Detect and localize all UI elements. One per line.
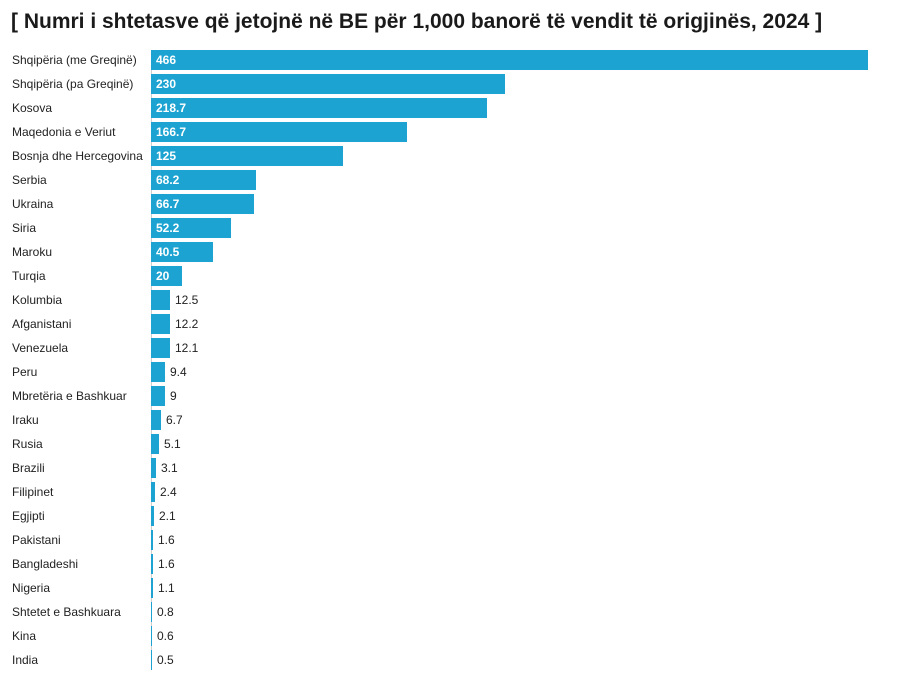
category-label: Bosnja dhe Hercegovina	[12, 149, 143, 163]
bar	[151, 338, 170, 358]
value-label: 40.5	[156, 245, 180, 259]
category-label: Siria	[12, 221, 37, 235]
category-label: Turqia	[12, 269, 46, 283]
category-label: Peru	[12, 365, 38, 379]
category-label: India	[12, 653, 39, 667]
category-label: Maroku	[12, 245, 53, 259]
value-label: 5.1	[164, 437, 181, 451]
bar	[151, 530, 153, 550]
category-label: Kina	[12, 629, 37, 643]
value-label: 68.2	[156, 173, 180, 187]
category-label: Kosova	[12, 101, 53, 115]
y-axis-baseline	[151, 50, 152, 670]
value-label: 466	[156, 53, 177, 67]
category-label: Pakistani	[12, 533, 61, 547]
value-label: 12.2	[175, 317, 199, 331]
value-label: 12.1	[175, 341, 199, 355]
value-label: 1.6	[158, 533, 175, 547]
category-label: Venezuela	[12, 341, 69, 355]
category-label: Shqipëria (me Greqinë)	[12, 53, 137, 67]
category-label: Bangladeshi	[12, 557, 79, 571]
category-label: Mbretëria e Bashkuar	[12, 389, 127, 403]
category-label: Shtetet e Bashkuara	[12, 605, 121, 619]
bar	[151, 578, 153, 598]
value-label: 218.7	[156, 101, 187, 115]
value-label: 0.5	[157, 653, 174, 667]
bar	[151, 506, 154, 526]
bar	[151, 170, 256, 190]
category-label: Kolumbia	[12, 293, 63, 307]
category-label: Egjipti	[12, 509, 45, 523]
value-label: 2.4	[160, 485, 177, 499]
bar	[151, 242, 213, 262]
category-label: Nigeria	[12, 581, 51, 595]
bar	[151, 458, 156, 478]
value-label: 6.7	[166, 413, 183, 427]
value-label: 3.1	[161, 461, 178, 475]
chart-title: [ Numri i shtetasve që jetojnë në BE për…	[11, 10, 823, 33]
value-label: 66.7	[156, 197, 180, 211]
bar	[151, 650, 152, 670]
value-label: 125	[156, 149, 177, 163]
value-label: 9.4	[170, 365, 187, 379]
bar	[151, 290, 170, 310]
category-label: Afganistani	[12, 317, 72, 331]
value-label: 52.2	[156, 221, 180, 235]
category-label: Shqipëria (pa Greqinë)	[12, 77, 134, 91]
bar	[151, 362, 165, 382]
category-label: Serbia	[12, 173, 47, 187]
value-label: 9	[170, 389, 177, 403]
bar	[151, 146, 343, 166]
bar	[151, 410, 161, 430]
bar	[151, 554, 153, 574]
value-label: 1.6	[158, 557, 175, 571]
bar	[151, 602, 152, 622]
bar	[151, 482, 155, 502]
bar	[151, 98, 487, 118]
bar	[151, 218, 231, 238]
bar	[151, 314, 170, 334]
value-label: 12.5	[175, 293, 199, 307]
category-label: Maqedonia e Veriut	[12, 125, 116, 139]
bar	[151, 50, 868, 70]
category-label: Brazili	[12, 461, 45, 475]
value-label: 230	[156, 77, 177, 91]
bar	[151, 386, 165, 406]
bar	[151, 122, 407, 142]
bar	[151, 626, 152, 646]
value-label: 0.6	[157, 629, 174, 643]
value-label: 0.8	[157, 605, 174, 619]
bar	[151, 194, 254, 214]
value-label: 166.7	[156, 125, 187, 139]
category-label: Filipinet	[12, 485, 54, 499]
bar	[151, 74, 505, 94]
bar	[151, 434, 159, 454]
bar	[151, 266, 182, 286]
category-label: Iraku	[12, 413, 39, 427]
value-label: 2.1	[159, 509, 176, 523]
value-label: 20	[156, 269, 170, 283]
category-label: Ukraina	[12, 197, 54, 211]
category-label: Rusia	[12, 437, 43, 451]
value-label: 1.1	[158, 581, 175, 595]
